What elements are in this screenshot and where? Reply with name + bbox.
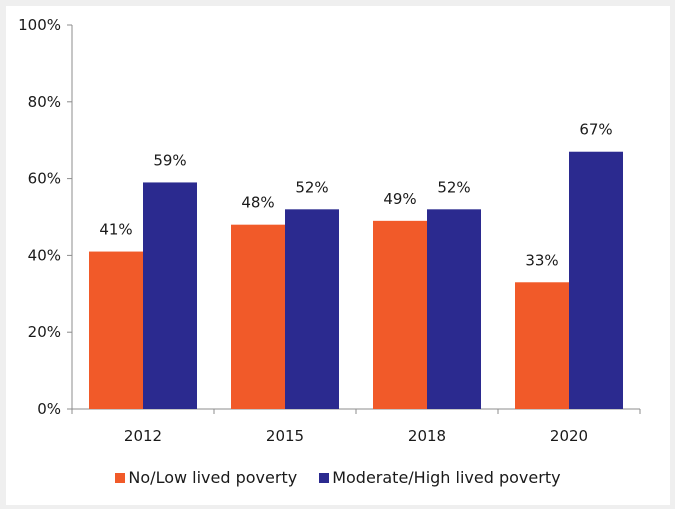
bar-2020-series-0 bbox=[515, 282, 569, 409]
bars bbox=[89, 151, 623, 409]
bar-2012-series-1 bbox=[143, 182, 197, 409]
legend-swatch-no-low bbox=[115, 472, 126, 483]
bar-2015-series-1 bbox=[285, 209, 339, 409]
chart-frame: 0% 20% 40% 60% 80% 100% 2012 2015 2018 2020 41% 4… bbox=[6, 6, 670, 505]
data-label-2018-series-0: 49% bbox=[383, 190, 416, 208]
legend-swatch-moderate-high bbox=[319, 472, 330, 483]
data-label-2012-series-1: 59% bbox=[153, 151, 186, 169]
bar-2018-series-1 bbox=[427, 209, 481, 409]
bar-2015-series-0 bbox=[231, 224, 285, 409]
bar-2012-series-0 bbox=[89, 251, 143, 409]
legend: No/Low lived poverty Moderate/High lived… bbox=[6, 468, 670, 487]
bar-chart: 0%20%40%60%80%100% 2012 2015 2018 2020 41%4… bbox=[18, 16, 641, 445]
x-tick-label-2020: 2020 bbox=[550, 427, 588, 445]
x-tick-label-2015: 2015 bbox=[266, 427, 304, 445]
bar-2018-series-0 bbox=[373, 220, 427, 409]
legend-item-no-low: No/Low lived poverty bbox=[115, 468, 297, 487]
y-tick-label: 20% bbox=[28, 323, 61, 341]
y-tick-label: 0% bbox=[37, 400, 61, 418]
y-tick-label: 40% bbox=[28, 246, 61, 264]
data-label-2015-series-1: 52% bbox=[295, 178, 328, 196]
data-label-2018-series-1: 52% bbox=[437, 178, 470, 196]
legend-label-no-low: No/Low lived poverty bbox=[128, 468, 298, 487]
legend-item-moderate-high: Moderate/High lived poverty bbox=[319, 468, 561, 487]
y-tick-label: 100% bbox=[18, 16, 61, 34]
data-label-2020-series-1: 67% bbox=[579, 121, 612, 139]
legend-label-moderate-high: Moderate/High lived poverty bbox=[332, 468, 561, 487]
data-label-2015-series-0: 48% bbox=[241, 194, 274, 212]
x-axis: 2012 2015 2018 2020 bbox=[71, 408, 641, 445]
x-tick-label-2012: 2012 bbox=[124, 427, 162, 445]
y-axis: 0% 20% 40% 60% 80% 100% bbox=[18, 16, 73, 418]
x-tick-label-2018: 2018 bbox=[408, 427, 446, 445]
y-tick-label: 60% bbox=[28, 170, 61, 188]
bar-2020-series-1 bbox=[569, 151, 623, 409]
data-label-2012-series-0: 41% bbox=[99, 221, 132, 239]
data-labels: 41% 48% 49% 33% 59% 52% 52% 67% bbox=[99, 121, 612, 270]
data-label-2020-series-0: 33% bbox=[525, 251, 558, 269]
y-tick-label: 80% bbox=[28, 93, 61, 111]
